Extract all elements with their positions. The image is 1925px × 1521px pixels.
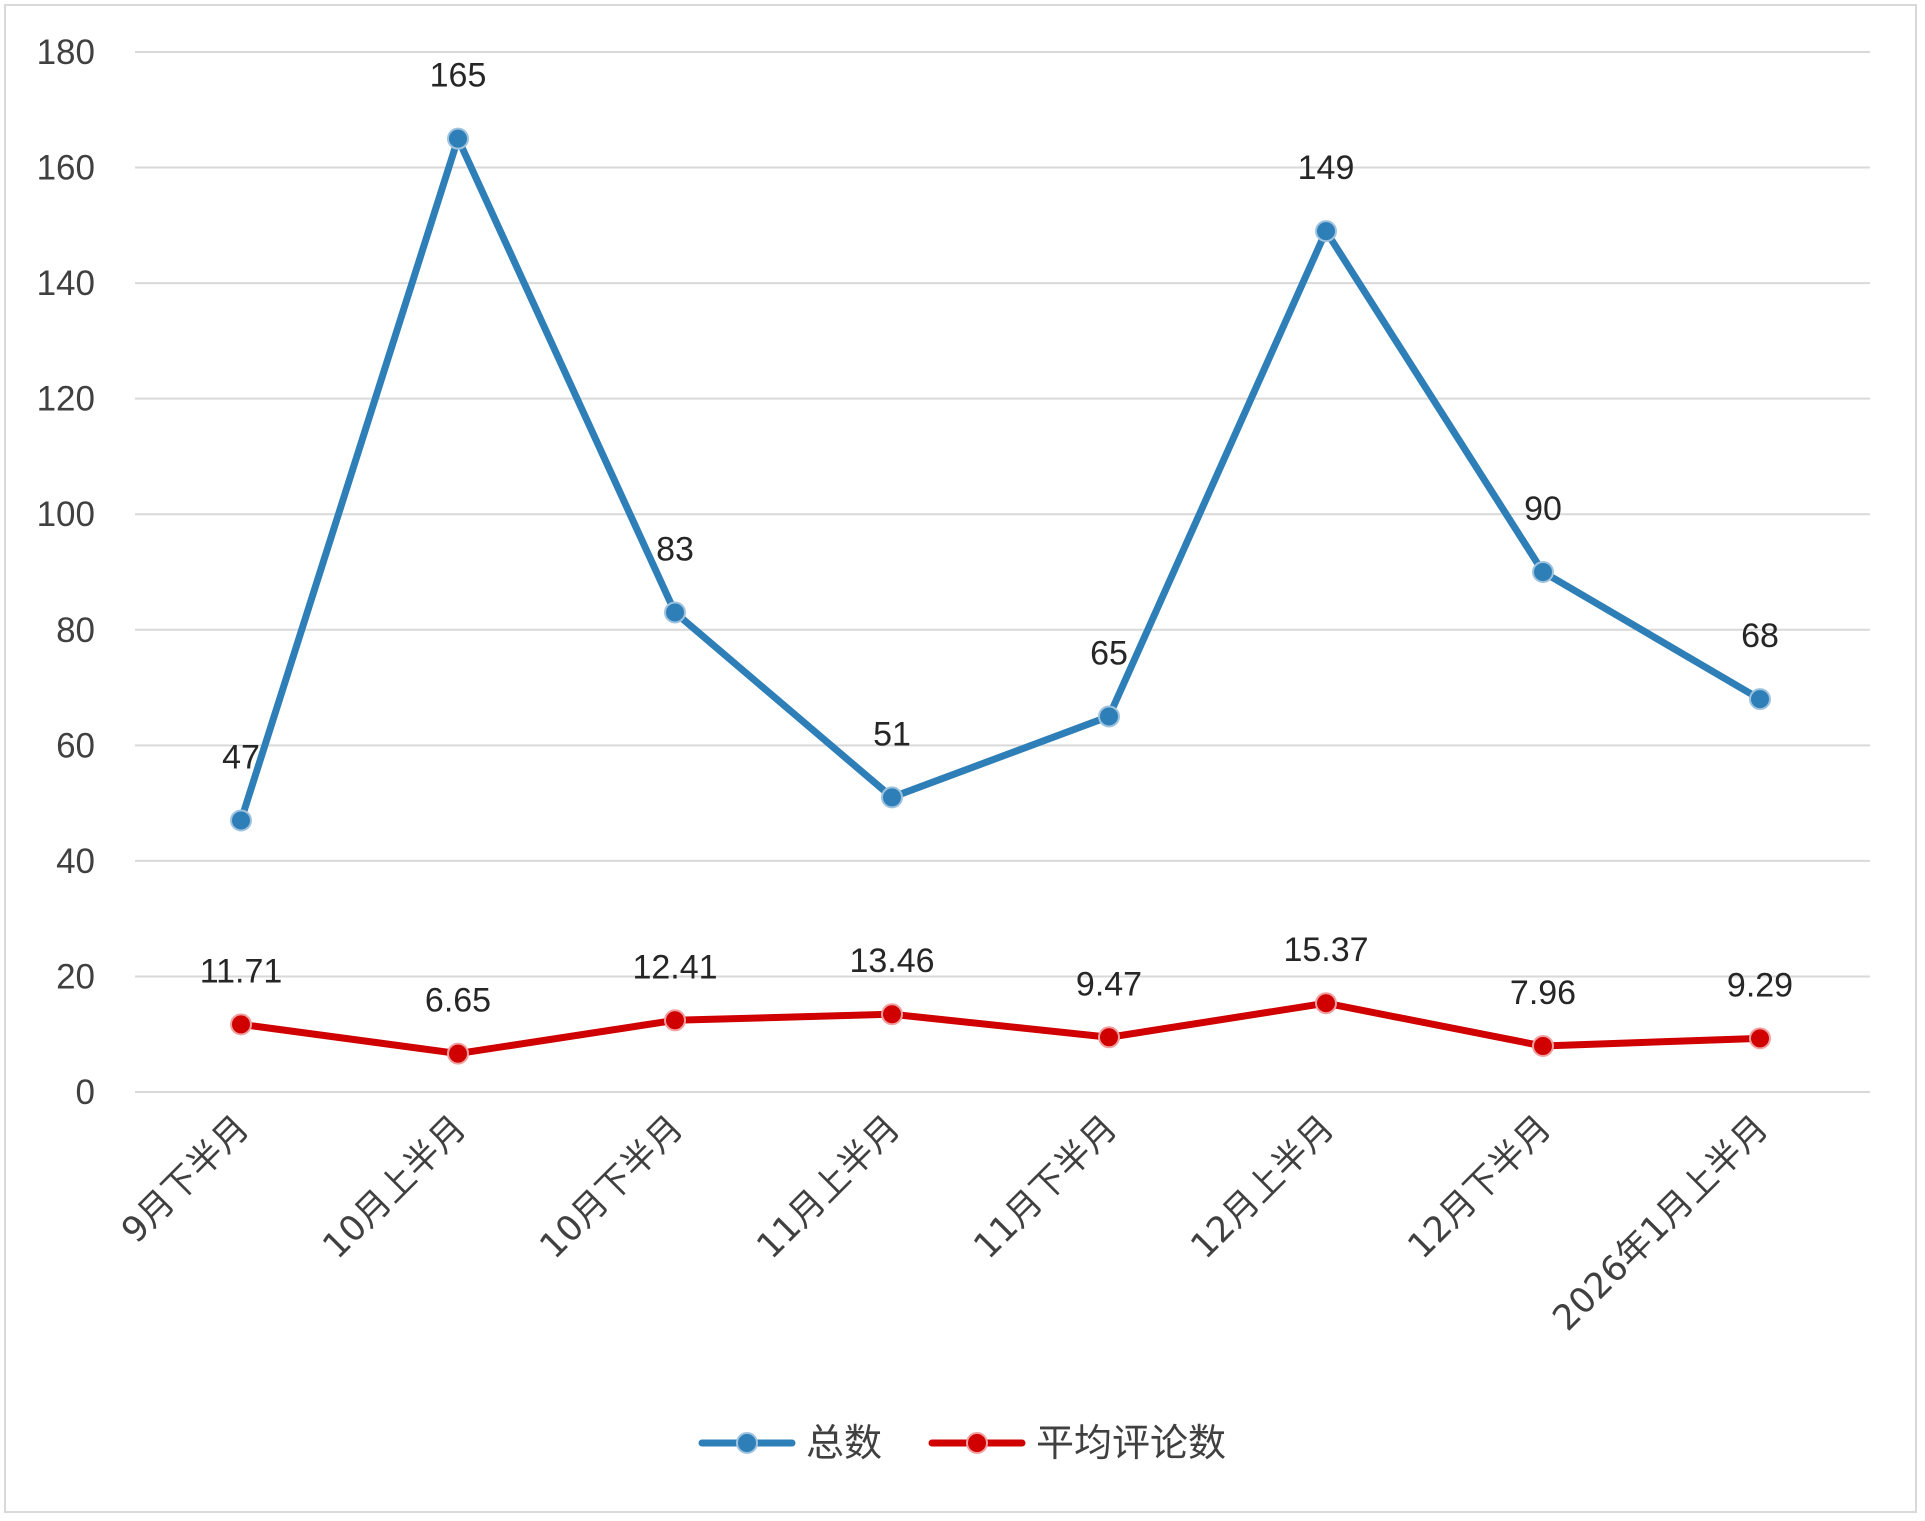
series-2-point[interactable] [1315, 992, 1337, 1015]
series-2-data-label: 12.41 [632, 948, 717, 986]
series-2-point[interactable] [447, 1042, 469, 1065]
y-tick-label: 140 [37, 264, 95, 303]
y-tick-label: 180 [37, 33, 95, 72]
series-2-data-label: 6.65 [425, 982, 491, 1020]
series-2-data-label: 13.46 [849, 942, 934, 980]
x-axis-labels: 9月下半月 10月上半月 10月下半月 11月上半月 11月下半月 12月上半月 12月下半… [114, 1108, 1776, 1339]
series-2-data-label: 11.71 [200, 952, 283, 990]
y-tick-label: 80 [56, 611, 95, 650]
series-1-data-label: 83 [656, 530, 694, 568]
x-category-label: 11月下半月 [967, 1108, 1126, 1267]
y-tick-label: 100 [37, 495, 95, 534]
y-tick-label: 0 [76, 1073, 95, 1112]
data-labels: 47 165 83 51 65 149 90 68 11.71 6.65 12.41 13.46 9.4… [200, 57, 1793, 1020]
series-1-data-label: 47 [222, 738, 260, 776]
series-2-point[interactable] [664, 1009, 686, 1032]
series-1-point[interactable] [230, 809, 252, 832]
series-2-point[interactable] [1532, 1035, 1554, 1058]
legend-marker-2[interactable] [966, 1432, 988, 1454]
x-category-label: 2026年1月上半月 [1546, 1108, 1777, 1339]
series-2-data-label: 15.37 [1283, 931, 1368, 969]
legend-label-1[interactable]: 总数 [806, 1421, 882, 1465]
series-1-point[interactable] [881, 786, 903, 809]
series-2-data-label: 7.96 [1510, 974, 1576, 1012]
series-1-point[interactable] [664, 601, 686, 624]
x-category-label: 9月下半月 [114, 1108, 257, 1251]
series-2-point[interactable] [1098, 1026, 1120, 1049]
y-tick-label: 40 [56, 842, 95, 881]
x-category-label: 10月下半月 [533, 1108, 692, 1267]
series-1-point[interactable] [1098, 705, 1120, 728]
y-tick-label: 160 [37, 149, 95, 188]
series-2-data-label: 9.47 [1076, 965, 1142, 1003]
legend-marker-1[interactable] [736, 1432, 758, 1454]
series-1-data-label: 149 [1298, 149, 1355, 187]
series-1-data-label: 90 [1524, 490, 1562, 528]
series-line-2 [237, 999, 1764, 1058]
x-category-label: 12月上半月 [1184, 1108, 1343, 1267]
y-tick-label: 20 [56, 957, 95, 996]
series-1-point[interactable] [1749, 688, 1771, 711]
chart-frame [4, 4, 1917, 1513]
legend[interactable]: 总数 平均评论数 [698, 1421, 1226, 1465]
gridlines [135, 51, 1870, 1093]
x-category-label: 12月下半月 [1401, 1108, 1560, 1267]
series-1-point[interactable] [1532, 561, 1554, 583]
series-line-1 [237, 135, 1764, 824]
series-1-data-label: 68 [1741, 617, 1779, 655]
series-1-data-label: 51 [873, 715, 911, 753]
series-2-point[interactable] [881, 1003, 903, 1026]
x-category-label: 10月上半月 [316, 1108, 475, 1267]
series-1-data-label: 165 [430, 57, 487, 95]
series-2-data-label: 9.29 [1727, 966, 1793, 1004]
y-axis-ticks: 0 20 40 60 80 100 120 140 160 180 [37, 33, 95, 1112]
series-2-point[interactable] [230, 1013, 252, 1036]
y-tick-label: 120 [37, 380, 95, 419]
series-1-point[interactable] [447, 127, 469, 150]
series-group [230, 127, 1771, 1065]
series-1-point[interactable] [1315, 220, 1337, 243]
series-1-data-label: 65 [1090, 634, 1128, 672]
legend-label-2[interactable]: 平均评论数 [1036, 1421, 1226, 1465]
series-2-point[interactable] [1749, 1027, 1771, 1050]
x-category-label: 11月上半月 [750, 1108, 909, 1267]
y-tick-label: 60 [56, 726, 95, 765]
